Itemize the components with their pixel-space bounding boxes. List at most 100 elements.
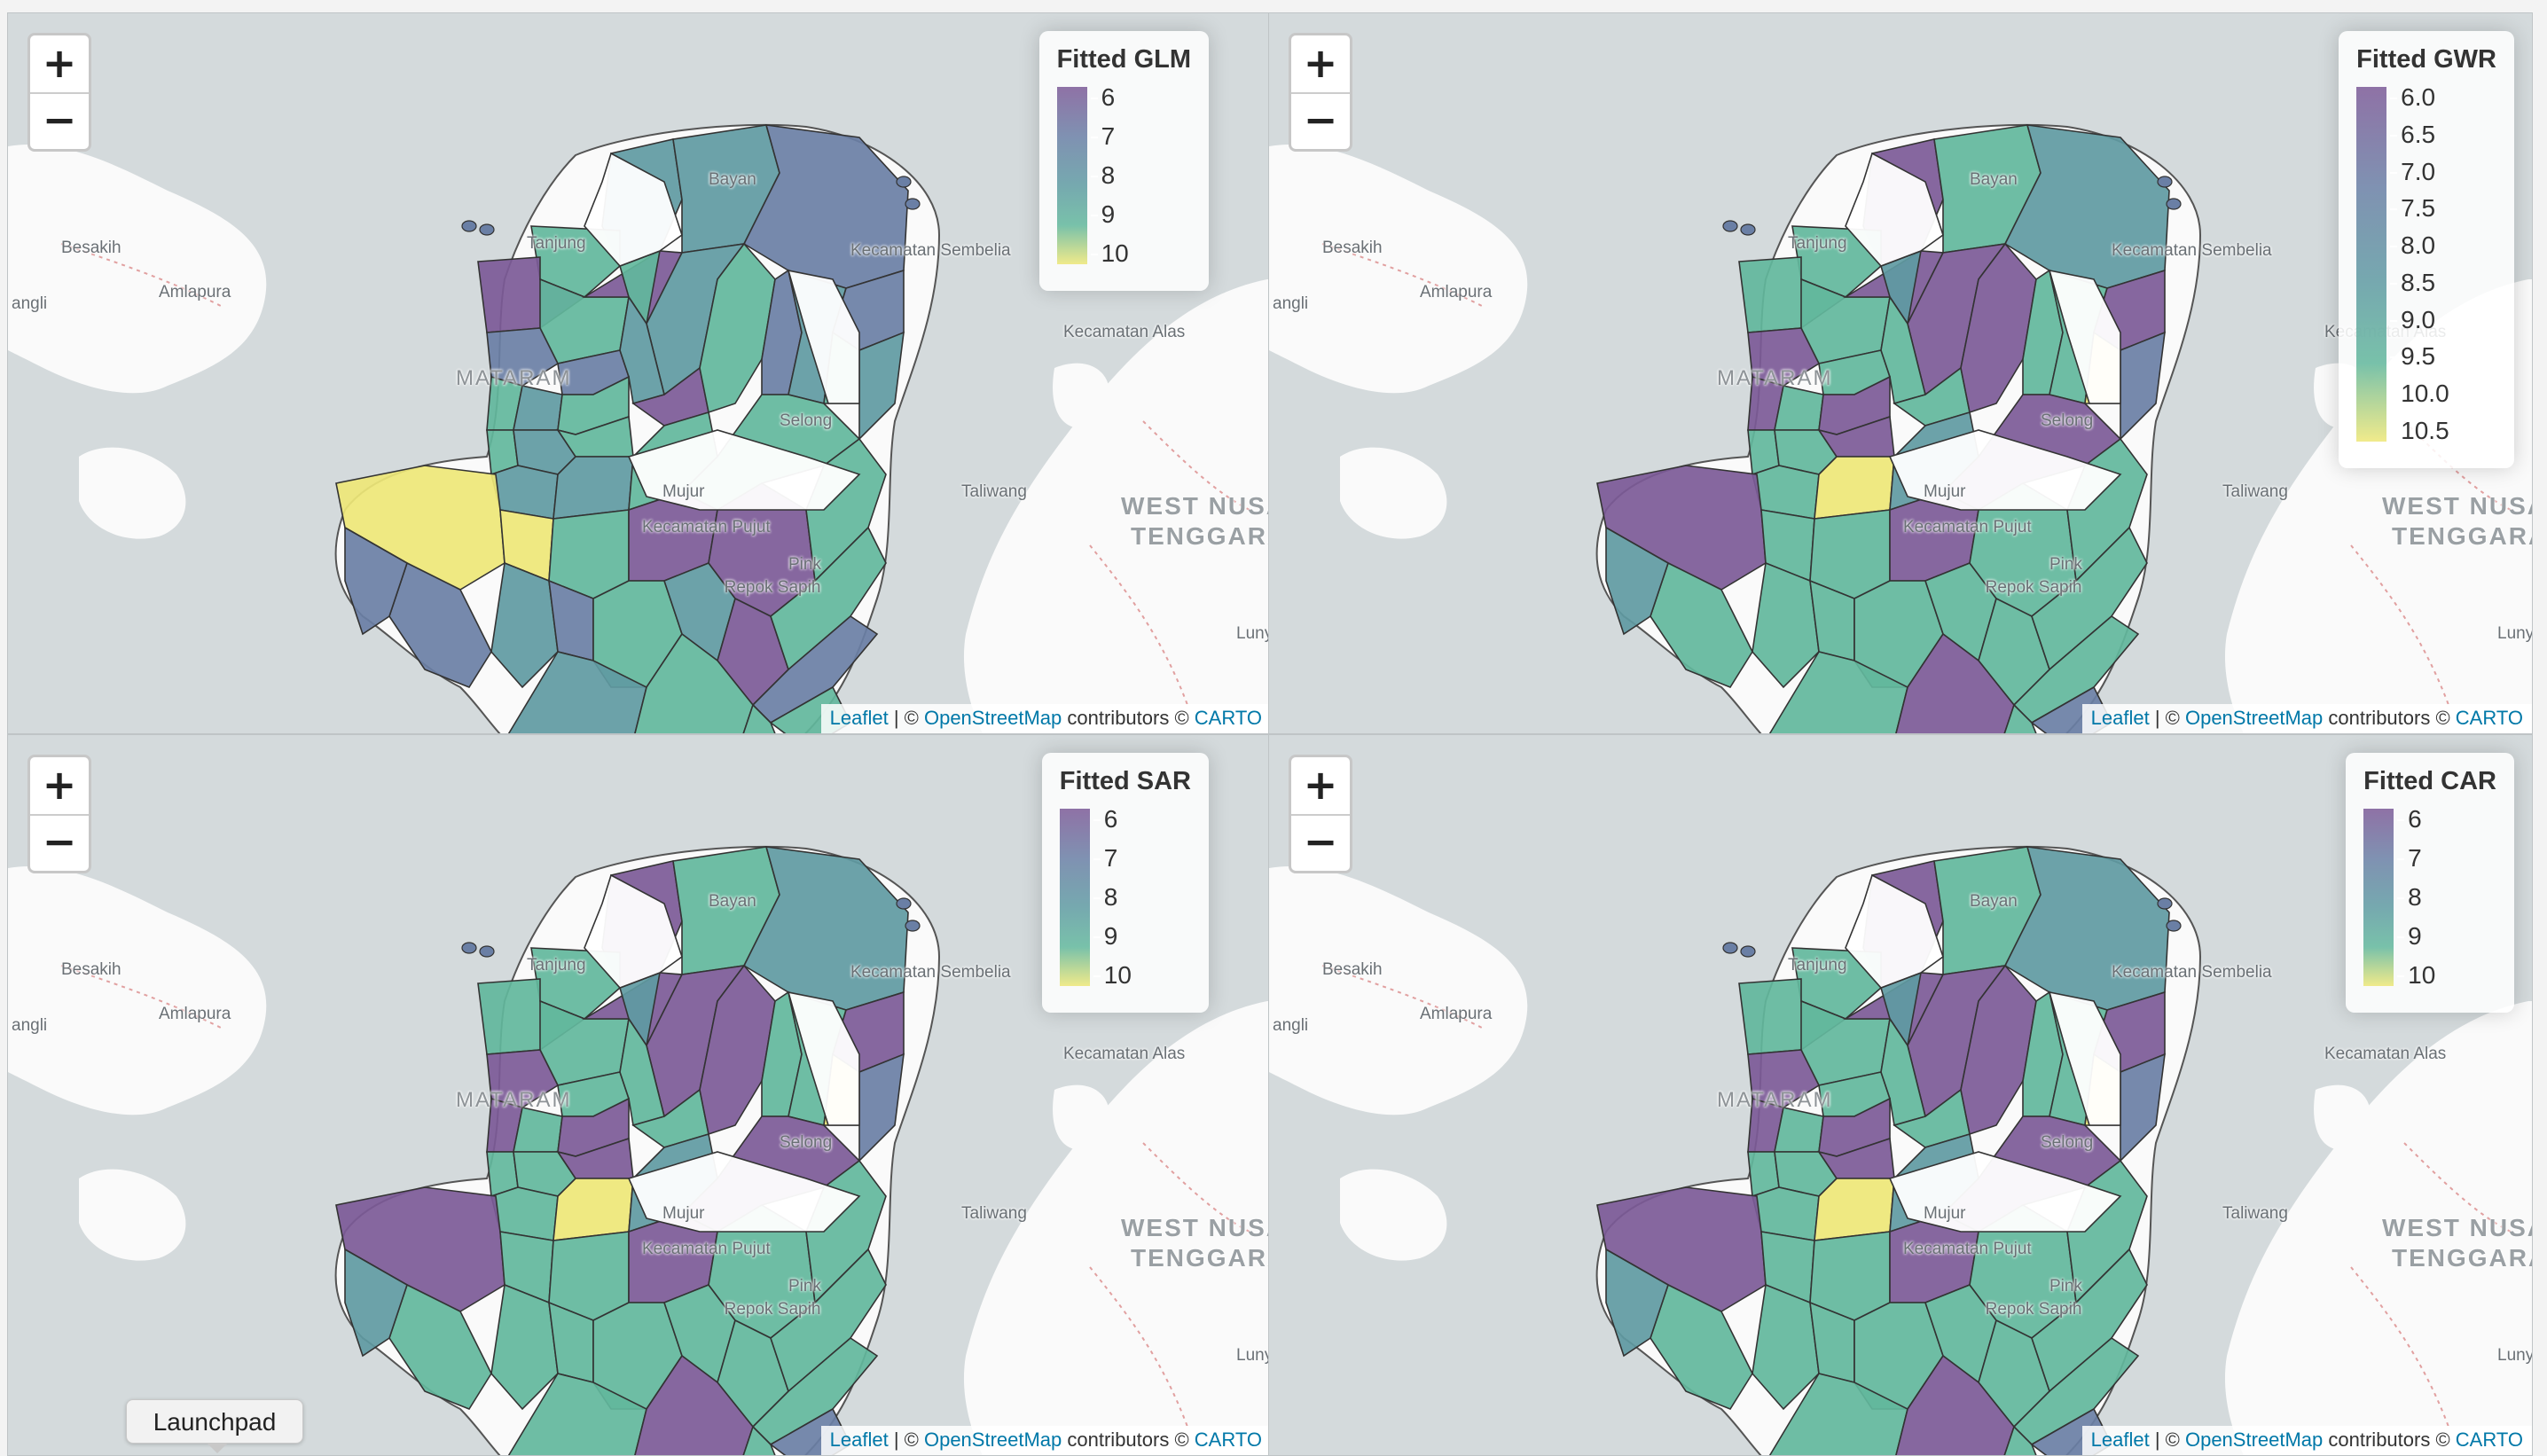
place-label-kecamatan-sembelia: Kecamatan Sembelia bbox=[2112, 241, 2272, 260]
carto-link[interactable]: CARTO bbox=[2455, 707, 2523, 729]
district-polygon[interactable] bbox=[699, 964, 776, 1136]
legend-tick-label: 9 bbox=[1093, 922, 1118, 950]
openstreetmap-link[interactable]: OpenStreetMap bbox=[2184, 1429, 2324, 1451]
zoom-in-button[interactable]: + bbox=[30, 757, 89, 816]
legend-tick-label: 6 bbox=[1093, 805, 1118, 833]
district-polygon[interactable] bbox=[486, 327, 560, 387]
district-polygon[interactable] bbox=[1605, 1248, 1669, 1358]
district-polygon[interactable] bbox=[1747, 327, 1821, 387]
leaflet-link[interactable]: Leaflet bbox=[2090, 1429, 2150, 1451]
leaflet-link[interactable]: Leaflet bbox=[829, 707, 889, 729]
district-polygon[interactable] bbox=[1774, 1107, 1824, 1153]
islet bbox=[905, 920, 921, 932]
place-label-taliwang: Taliwang bbox=[961, 482, 1027, 501]
zoom-out-button[interactable]: − bbox=[42, 818, 77, 865]
land-area bbox=[1269, 866, 1528, 1115]
no-data-area bbox=[787, 990, 860, 1126]
admin-border bbox=[1089, 544, 1188, 706]
map-attribution: Leaflet | © OpenStreetMap contributors ©… bbox=[820, 1426, 1271, 1455]
land-area bbox=[1340, 1169, 1447, 1261]
district-polygon[interactable] bbox=[490, 1283, 559, 1411]
district-polygon[interactable] bbox=[1747, 1049, 1821, 1108]
legend-title: Fitted SAR bbox=[1059, 767, 1191, 795]
district-polygon[interactable] bbox=[699, 242, 776, 414]
no-data-area bbox=[1888, 429, 2122, 511]
zoom-in-button[interactable]: + bbox=[1291, 35, 1350, 94]
district-polygon[interactable] bbox=[2120, 1053, 2166, 1162]
no-data-area bbox=[584, 873, 683, 989]
leaflet-link[interactable]: Leaflet bbox=[2090, 707, 2150, 729]
district-polygon[interactable] bbox=[1996, 703, 2049, 734]
map-panel[interactable]: Besakih Amlapura angli Tanjung Bayan Kecamata… bbox=[7, 734, 1272, 1456]
district-polygon[interactable] bbox=[735, 703, 788, 734]
attribution-separator: | © bbox=[888, 707, 924, 729]
place-label-kecamatan-sembelia: Kecamatan Sembelia bbox=[850, 963, 1011, 982]
place-label-angli: angli bbox=[1273, 1016, 1309, 1035]
place-label-mujur: Mujur bbox=[662, 1204, 705, 1223]
district-polygon[interactable] bbox=[490, 561, 559, 689]
district-polygon[interactable] bbox=[1774, 385, 1824, 431]
district-polygon[interactable] bbox=[513, 385, 563, 431]
district-polygon[interactable] bbox=[556, 415, 634, 458]
place-label-mataram: MATARAM bbox=[1717, 1088, 1833, 1112]
place-label-pink: Pink bbox=[788, 555, 821, 574]
islet bbox=[1740, 223, 1756, 236]
place-label-kecamatan-pujut: Kecamatan Pujut bbox=[1903, 518, 2032, 536]
district-polygon[interactable] bbox=[1605, 526, 1669, 636]
zoom-out-button[interactable]: − bbox=[42, 96, 77, 144]
islet bbox=[479, 223, 495, 236]
place-label-bayan: Bayan bbox=[709, 170, 756, 189]
district-polygon[interactable] bbox=[1814, 1178, 1895, 1241]
place-label-kecamatan-alas: Kecamatan Alas bbox=[1063, 323, 1186, 341]
place-label-mataram: MATARAM bbox=[456, 366, 572, 390]
place-label-luny: Luny bbox=[1236, 624, 1272, 643]
islet bbox=[905, 198, 921, 210]
openstreetmap-link[interactable]: OpenStreetMap bbox=[923, 1429, 1062, 1451]
leaflet-link[interactable]: Leaflet bbox=[829, 1429, 889, 1451]
map-panel[interactable]: Besakih Amlapura angli Tanjung Bayan Kecamata… bbox=[1268, 12, 2533, 734]
district-polygon[interactable] bbox=[1814, 456, 1895, 520]
district-polygon[interactable] bbox=[2120, 331, 2166, 441]
place-label-besakih: Besakih bbox=[1322, 239, 1383, 257]
no-data-area bbox=[584, 152, 683, 267]
district-polygon[interactable] bbox=[1752, 1283, 1820, 1411]
place-label-luny: Luny bbox=[1236, 1346, 1272, 1365]
place-label-kecamatan-sembelia: Kecamatan Sembelia bbox=[850, 241, 1011, 260]
place-label-tenggara: TENGGARA bbox=[1131, 1244, 1272, 1272]
district-polygon[interactable] bbox=[513, 1107, 563, 1153]
legend-tick-label: 7 bbox=[1093, 844, 1118, 872]
carto-link[interactable]: CARTO bbox=[1194, 707, 1262, 729]
carto-link[interactable]: CARTO bbox=[2455, 1429, 2523, 1451]
district-polygon[interactable] bbox=[556, 1137, 634, 1179]
zoom-out-button[interactable]: − bbox=[1303, 96, 1338, 144]
district-polygon[interactable] bbox=[1817, 415, 1895, 458]
district-polygon[interactable] bbox=[553, 456, 634, 520]
legend-tick-label: 10 bbox=[1090, 239, 1129, 267]
place-label-luny: Luny bbox=[2497, 1346, 2533, 1365]
map-panel[interactable]: Besakih Amlapura angli Tanjung Bayan Kecamata… bbox=[7, 12, 1272, 734]
place-label-bayan: Bayan bbox=[1970, 170, 2018, 189]
basemap bbox=[1269, 13, 2532, 734]
zoom-out-button[interactable]: − bbox=[1303, 818, 1338, 865]
district-polygon[interactable] bbox=[344, 1248, 408, 1358]
district-polygon[interactable] bbox=[344, 526, 408, 636]
islet bbox=[1722, 220, 1738, 232]
district-polygon[interactable] bbox=[1960, 242, 2037, 414]
district-polygon[interactable] bbox=[858, 331, 905, 441]
district-polygon[interactable] bbox=[553, 1178, 634, 1241]
openstreetmap-link[interactable]: OpenStreetMap bbox=[2184, 707, 2324, 729]
map-panel[interactable]: Besakih Amlapura angli Tanjung Bayan Kecamata… bbox=[1268, 734, 2533, 1456]
district-polygon[interactable] bbox=[858, 1053, 905, 1162]
district-polygon[interactable] bbox=[1752, 561, 1820, 689]
zoom-in-button[interactable]: + bbox=[1291, 757, 1350, 816]
zoom-in-button[interactable]: + bbox=[30, 35, 89, 94]
place-label-tanjung: Tanjung bbox=[527, 234, 586, 253]
place-label-tenggara: TENGGARA bbox=[1131, 522, 1272, 550]
district-polygon[interactable] bbox=[1960, 964, 2037, 1136]
place-label-tanjung: Tanjung bbox=[1788, 234, 1847, 253]
district-polygon[interactable] bbox=[1817, 1137, 1895, 1179]
district-polygon[interactable] bbox=[486, 1049, 560, 1108]
carto-link[interactable]: CARTO bbox=[1194, 1429, 1262, 1451]
place-label-besakih: Besakih bbox=[1322, 960, 1383, 979]
openstreetmap-link[interactable]: OpenStreetMap bbox=[923, 707, 1062, 729]
